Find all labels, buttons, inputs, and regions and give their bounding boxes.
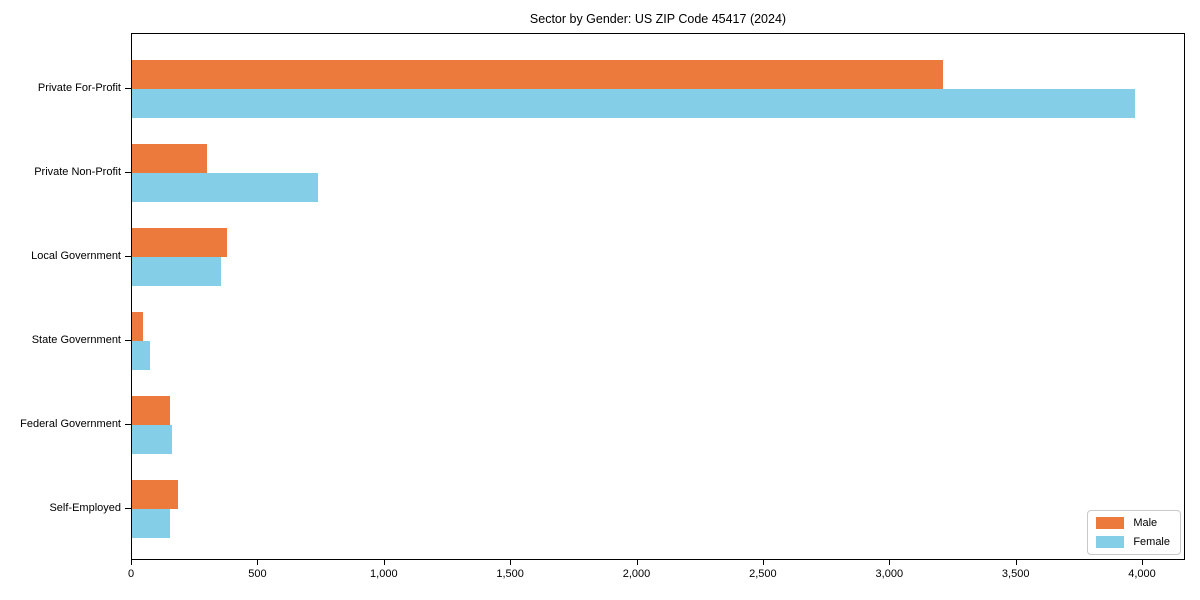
bar-male-5 xyxy=(132,396,170,425)
plot-area: Male Female xyxy=(131,33,1185,560)
bar-female-1 xyxy=(132,89,1136,118)
bar-male-3 xyxy=(132,228,227,257)
x-axis-tick-label: 3,500 xyxy=(1001,568,1030,580)
y-axis-label: State Government xyxy=(31,334,121,346)
x-axis-tick-label: 1,500 xyxy=(496,568,524,580)
bar-female-5 xyxy=(132,425,172,454)
x-axis-tick xyxy=(131,560,132,565)
legend-entry-female: Female xyxy=(1096,536,1170,548)
x-axis-tick-label: 3,000 xyxy=(875,568,904,580)
x-axis-tick xyxy=(1015,560,1017,565)
bar-male-4 xyxy=(132,312,143,341)
y-axis-label: Private Non-Profit xyxy=(34,166,121,178)
bar-male-2 xyxy=(132,144,207,173)
y-axis-tick xyxy=(125,172,131,173)
x-axis-tick-label: 2,500 xyxy=(749,568,777,580)
x-axis-tick-label: 2,000 xyxy=(622,568,651,580)
x-axis-tick xyxy=(510,560,512,565)
legend-entry-male: Male xyxy=(1096,517,1170,529)
x-axis-tick xyxy=(889,560,891,565)
y-axis-tick xyxy=(125,88,131,89)
x-axis-tick-label: 4,000 xyxy=(1128,568,1156,580)
x-axis-tick-label: 0 xyxy=(127,568,135,580)
chart-title: Sector by Gender: US ZIP Code 45417 (202… xyxy=(529,12,787,26)
bar-female-3 xyxy=(132,257,221,286)
x-axis-tick xyxy=(257,560,259,565)
x-axis-tick-label: 1,000 xyxy=(370,568,398,580)
bar-male-1 xyxy=(132,60,944,89)
legend: Male Female xyxy=(1087,510,1181,555)
y-axis-tick xyxy=(125,424,131,425)
y-axis-tick xyxy=(125,340,131,341)
y-axis-tick xyxy=(125,508,131,509)
y-axis-label: Self-Employed xyxy=(49,502,121,514)
y-axis-label: Local Government xyxy=(31,250,121,262)
x-axis-tick xyxy=(636,560,638,565)
legend-swatch-female xyxy=(1096,536,1125,548)
bar-male-6 xyxy=(132,480,178,509)
legend-label: Female xyxy=(1133,536,1170,548)
y-axis-tick xyxy=(125,256,131,257)
x-axis-tick xyxy=(1142,560,1143,565)
y-axis-label: Private For-Profit xyxy=(37,82,121,94)
legend-swatch-male xyxy=(1096,517,1125,529)
legend-label: Male xyxy=(1133,517,1158,529)
bar-female-6 xyxy=(132,509,171,538)
x-axis-tick xyxy=(383,560,385,565)
bar-female-2 xyxy=(132,173,318,202)
bar-female-4 xyxy=(132,341,150,370)
y-axis-label: Federal Government xyxy=(20,418,121,430)
x-axis-tick-label: 500 xyxy=(248,568,267,580)
x-axis-tick xyxy=(762,560,764,565)
